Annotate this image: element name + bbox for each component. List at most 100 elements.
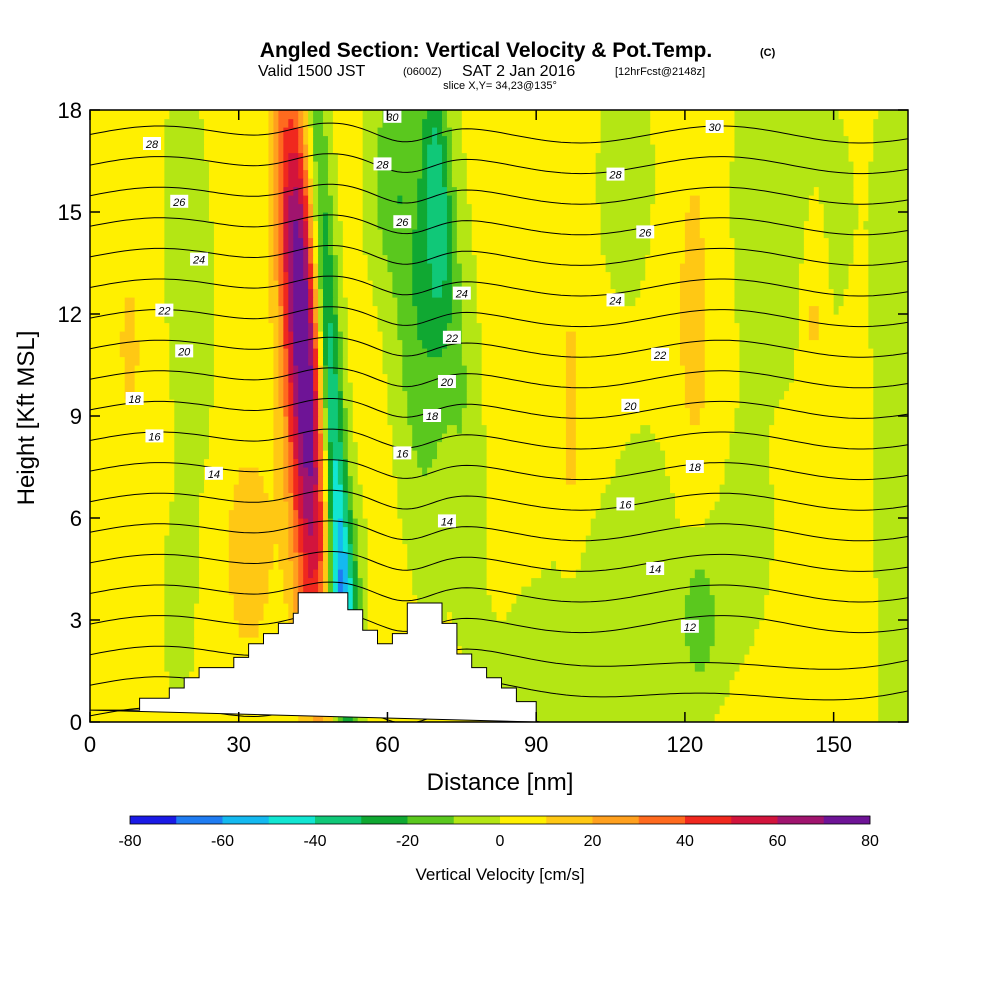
velocity-cell: [412, 229, 428, 239]
velocity-cell: [332, 322, 339, 332]
velocity-cell: [412, 237, 428, 247]
velocity-cell: [303, 433, 314, 443]
velocity-cell: [818, 331, 869, 341]
velocity-cell: [337, 577, 344, 587]
velocity-cell: [600, 501, 676, 511]
velocity-cell: [412, 424, 448, 434]
velocity-cell: [90, 382, 126, 392]
velocity-cell: [337, 195, 364, 205]
velocity-cell: [303, 229, 309, 239]
theta-label: 28: [373, 157, 392, 171]
velocity-cell: [372, 280, 394, 290]
velocity-cell: [313, 246, 319, 256]
velocity-cell: [332, 246, 344, 256]
velocity-cell: [273, 484, 284, 494]
velocity-cell: [362, 178, 379, 188]
velocity-cell: [352, 526, 359, 536]
y-tick-label: 15: [58, 200, 82, 225]
velocity-cell: [739, 382, 790, 392]
velocity-cell: [729, 450, 770, 460]
theta-label: 28: [606, 167, 625, 182]
velocity-cell: [337, 458, 344, 468]
velocity-cell: [357, 458, 394, 468]
velocity-cell: [204, 458, 275, 468]
velocity-cell: [228, 518, 289, 528]
velocity-cell: [313, 229, 319, 239]
velocity-cell: [273, 382, 279, 392]
theta-label-text: 28: [145, 139, 159, 151]
velocity-cell: [169, 671, 190, 681]
velocity-cell: [387, 373, 403, 383]
velocity-cell: [352, 543, 359, 553]
velocity-cell: [288, 433, 294, 443]
x-tick-label: 30: [226, 732, 250, 757]
velocity-cell: [278, 399, 284, 409]
velocity-shading: [90, 110, 908, 722]
velocity-cell: [273, 110, 279, 120]
velocity-cell: [362, 195, 379, 205]
velocity-cell: [327, 135, 334, 145]
velocity-cell: [729, 195, 810, 205]
velocity-cell: [278, 552, 289, 562]
velocity-cell: [90, 586, 165, 596]
velocity-cell: [451, 152, 468, 162]
theta-isoline: [90, 367, 908, 389]
velocity-cell: [392, 467, 423, 477]
velocity-cell: [268, 297, 279, 307]
velocity-cell: [298, 467, 309, 477]
velocity-cell: [734, 246, 805, 256]
velocity-cell: [858, 203, 869, 213]
velocity-cell: [213, 288, 270, 298]
velocity-cell: [298, 569, 304, 579]
velocity-cell: [273, 399, 279, 409]
velocity-cell: [308, 569, 314, 579]
velocity-cell: [208, 212, 270, 222]
velocity-cell: [367, 552, 408, 562]
velocity-cell: [283, 288, 289, 298]
velocity-cell: [417, 178, 428, 188]
velocity-cell: [412, 280, 433, 290]
velocity-cell: [164, 662, 195, 672]
velocity-cell: [273, 433, 284, 443]
velocity-cell: [298, 382, 314, 392]
velocity-cell: [451, 254, 458, 264]
velocity-cell: [90, 713, 299, 722]
velocity-cell: [600, 229, 651, 239]
velocity-cell: [481, 416, 567, 426]
terrain-mask: [90, 592, 537, 722]
velocity-cell: [868, 195, 908, 205]
velocity-cell: [461, 144, 602, 154]
velocity-cell: [734, 671, 879, 681]
velocity-cell: [565, 382, 577, 392]
velocity-cell: [298, 424, 314, 434]
velocity-cell: [164, 280, 215, 290]
velocity-cell: [541, 569, 562, 579]
colorbar-tick-label: -60: [211, 833, 234, 850]
velocity-cell: [451, 237, 458, 247]
velocity-cell: [367, 620, 428, 630]
velocity-cell: [432, 458, 488, 468]
theta-label-bg: [145, 429, 164, 443]
velocity-cell: [273, 416, 284, 426]
velocity-cell: [699, 212, 731, 222]
velocity-cell: [873, 560, 908, 570]
velocity-cell: [288, 331, 294, 341]
velocity-cell: [298, 509, 304, 519]
velocity-cell: [679, 280, 706, 290]
velocity-cell: [729, 212, 810, 222]
velocity-cell: [332, 458, 339, 468]
velocity-cell: [174, 475, 205, 485]
velocity-cell: [565, 407, 577, 417]
velocity-cell: [878, 611, 908, 621]
theta-contour-labels: 2826242220181614302826242220181614302826…: [125, 109, 724, 634]
velocity-cell: [590, 526, 775, 536]
velocity-cell: [575, 458, 617, 468]
colorbar-title: Vertical Velocity [cm/s]: [415, 865, 584, 884]
velocity-cell: [327, 246, 334, 256]
velocity-cell: [357, 594, 364, 604]
velocity-cell: [308, 526, 314, 536]
colorbar-tick-label: -80: [118, 833, 141, 850]
velocity-cell: [288, 288, 294, 298]
plot-area: 2826242220181614302826242220181614302826…: [89, 109, 909, 723]
velocity-cell: [506, 611, 686, 621]
